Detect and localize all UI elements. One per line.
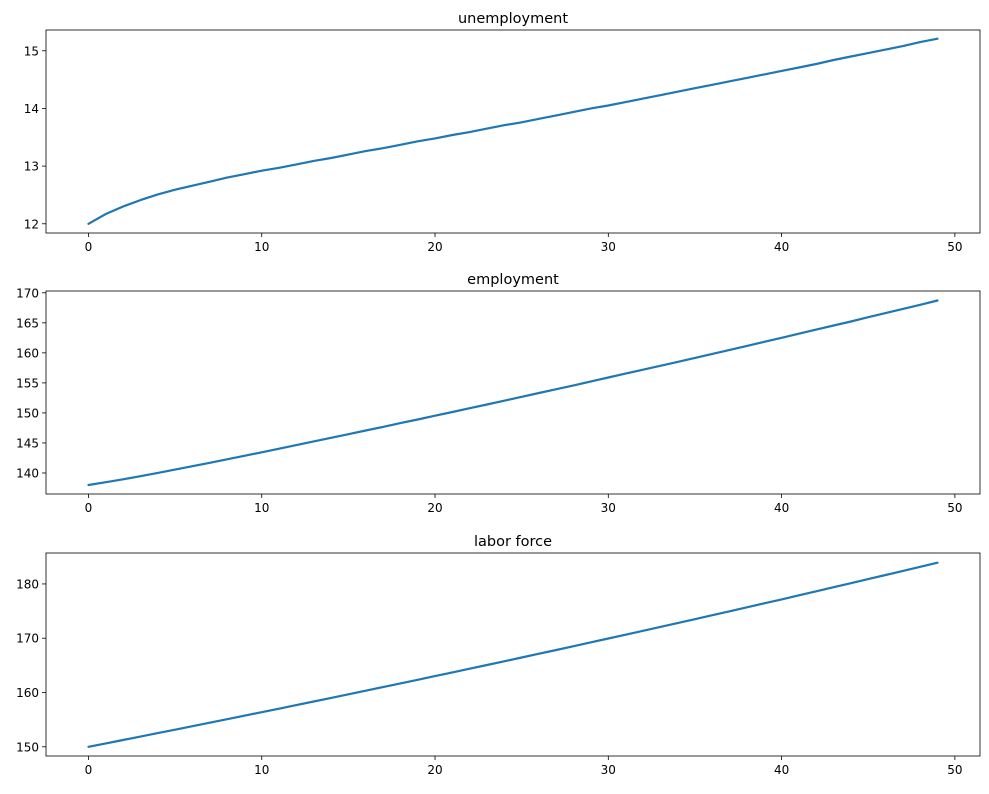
subplot-title: unemployment: [458, 11, 568, 27]
y-tick-label: 12: [24, 217, 39, 231]
y-tick-label: 155: [16, 376, 39, 390]
axes-frame: [45, 29, 981, 234]
x-tick-label: 0: [85, 501, 93, 515]
y-tick-label: 145: [16, 436, 39, 450]
subplot-title: employment: [467, 272, 559, 288]
x-tick-label: 20: [427, 240, 442, 254]
y-tick-label: 15: [24, 44, 39, 58]
y-tick-label: 170: [16, 286, 39, 300]
y-tick-label: 150: [16, 406, 39, 420]
y-tick-label: 13: [24, 160, 39, 174]
axes-frame: [45, 290, 981, 495]
y-tick-label: 170: [16, 632, 39, 646]
subplot-title: labor force: [474, 534, 552, 550]
y-tick-label: 165: [16, 316, 39, 330]
y-tick-label: 160: [16, 346, 39, 360]
x-tick-label: 30: [601, 501, 616, 515]
y-tick-label: 14: [24, 102, 39, 116]
subplot-unemployment: unemployment 0 10 20 30 40 50 12 13 14 15: [24, 11, 981, 254]
y-tick-label: 160: [16, 686, 39, 700]
series-line: [87, 299, 939, 487]
x-tick-label: 50: [947, 501, 962, 515]
y-tick-label: 180: [16, 577, 39, 591]
x-tick-label: 40: [774, 501, 789, 515]
axes-frame: [45, 552, 981, 757]
subplot-labor-force: labor force 0 10 20 30 40 50 150 160 170 180: [16, 534, 981, 777]
x-tick-label: 20: [427, 501, 442, 515]
x-tick-label: 0: [85, 240, 93, 254]
x-tick-label: 10: [254, 763, 269, 777]
subplot-employment: employment 0 10 20 30 40 50 140 145 150 155 160 165 1…: [16, 272, 981, 515]
y-tick-label: 140: [16, 466, 39, 480]
x-tick-label: 50: [947, 240, 962, 254]
x-tick-label: 20: [427, 763, 442, 777]
x-tick-label: 0: [85, 763, 93, 777]
series-line: [87, 37, 939, 225]
x-tick-label: 30: [601, 763, 616, 777]
y-tick-label: 150: [16, 740, 39, 754]
x-tick-label: 50: [947, 763, 962, 777]
x-tick-label: 40: [774, 763, 789, 777]
x-tick-label: 10: [254, 501, 269, 515]
series-line: [87, 561, 939, 748]
x-tick-label: 10: [254, 240, 269, 254]
x-tick-label: 40: [774, 240, 789, 254]
x-tick-label: 30: [601, 240, 616, 254]
